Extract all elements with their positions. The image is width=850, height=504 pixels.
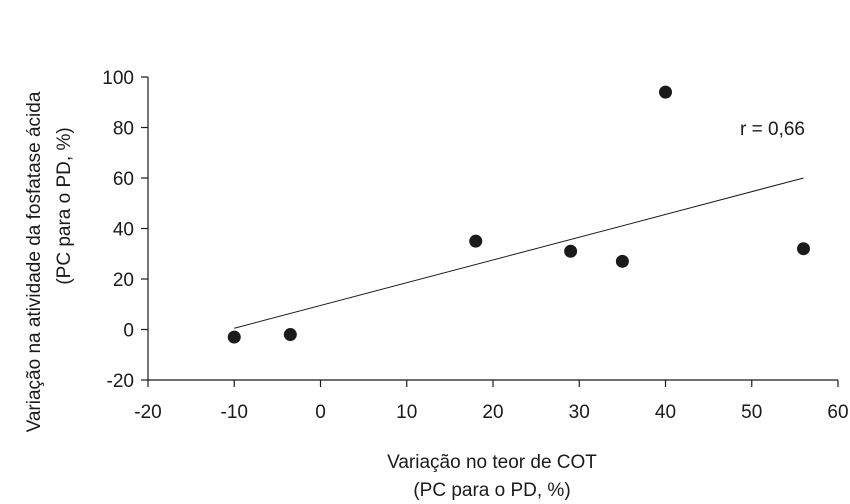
y-axis-title-line1: Variação na atividade da fosfatase ácida <box>24 91 45 432</box>
data-point <box>283 328 297 342</box>
axes <box>141 76 839 387</box>
y-tick-label: -20 <box>107 371 134 392</box>
x-tick-label: 0 <box>315 402 326 423</box>
data-point <box>227 330 241 344</box>
data-point <box>615 254 629 268</box>
x-tick-label: 40 <box>655 402 676 423</box>
data-points <box>227 85 810 344</box>
data-point <box>564 244 578 258</box>
data-point <box>659 85 672 99</box>
data-point <box>797 242 810 256</box>
y-tick-label: 40 <box>113 220 134 241</box>
y-tick-label: 0 <box>123 321 134 342</box>
x-tick-label: 10 <box>396 402 417 423</box>
y-axis-title-line2: (PC para o PD, %) <box>54 127 75 284</box>
tick-labels: -20 0 20 40 60 80 100 -20 -10 0 10 20 30 40 50 60 <box>102 68 848 423</box>
y-tick-label: 60 <box>113 169 134 190</box>
y-tick-label: 100 <box>102 68 134 89</box>
x-axis-title-line2: (PC para o PD, %) <box>413 480 570 501</box>
y-tick-label: 20 <box>113 270 134 291</box>
y-tick-label: 80 <box>113 119 134 140</box>
x-tick-label: -10 <box>221 402 248 423</box>
x-tick-label: 50 <box>741 402 762 423</box>
trend-line <box>234 177 804 329</box>
correlation-annotation: r = 0,66 <box>740 119 805 140</box>
x-tick-label: -20 <box>134 402 161 423</box>
x-tick-label: 30 <box>569 402 590 423</box>
data-point <box>469 234 483 248</box>
x-tick-label: 60 <box>827 402 848 423</box>
x-tick-label: 20 <box>482 402 503 423</box>
x-axis-title-line1: Variação no teor de COT <box>387 452 597 473</box>
